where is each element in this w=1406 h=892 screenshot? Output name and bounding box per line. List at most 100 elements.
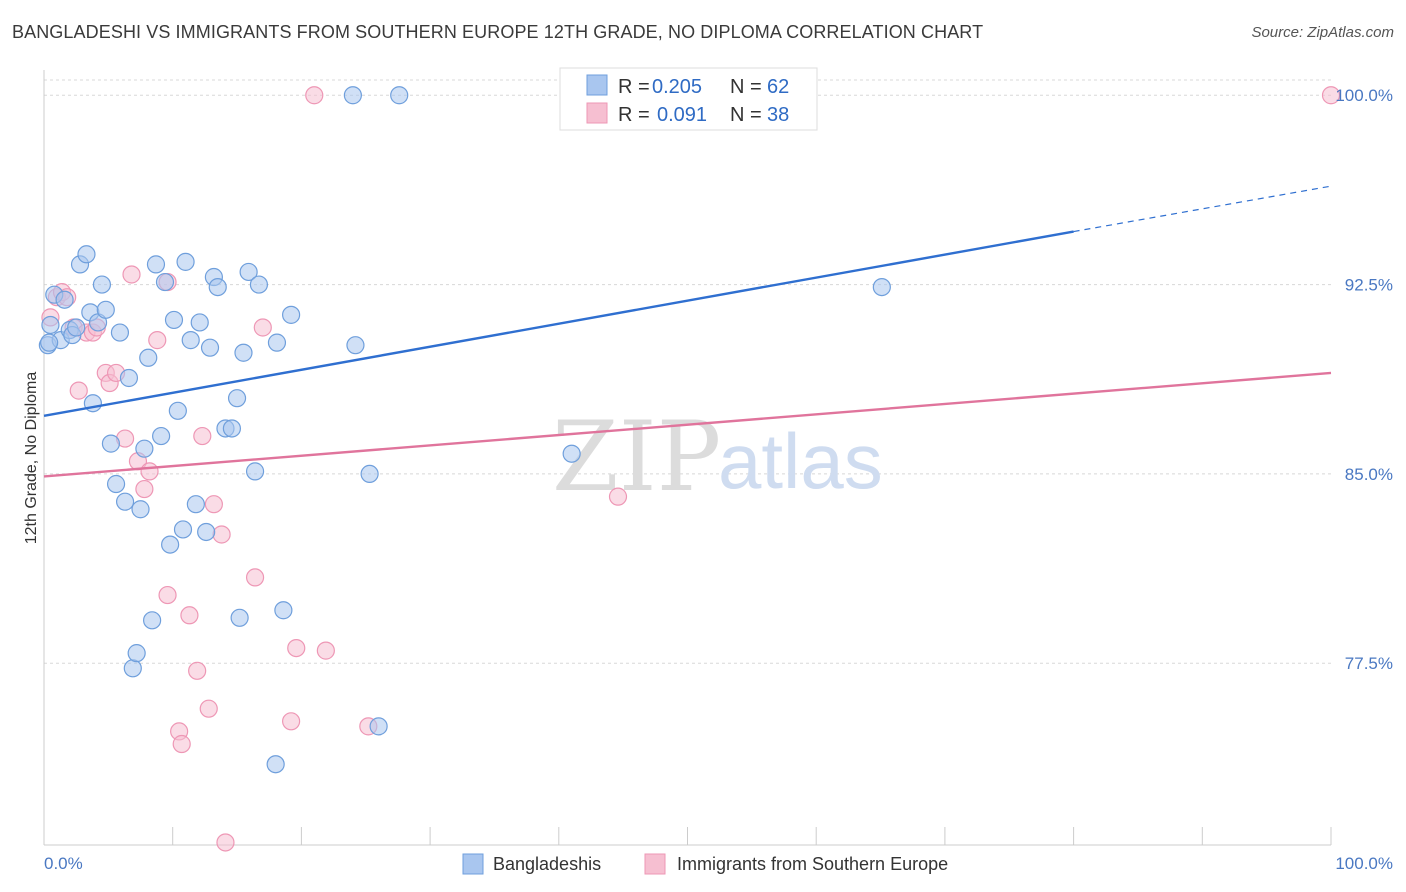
point-southern-europe [1321,86,1341,105]
point-bangladeshis [227,389,247,408]
point-bangladeshis [186,495,205,514]
point-bangladeshis [92,275,112,294]
watermark-atlas: atlas [718,417,883,505]
point-bangladeshis [562,444,581,463]
y-tick-labels: 77.5% 85.0% 92.5% 100.0% [1335,86,1393,673]
point-southern-europe [245,568,265,587]
legend-n-label-1: N = [730,76,762,98]
legend-n-value-1: 62 [767,76,789,98]
bottom-legend-label-southern-europe: Immigrants from Southern Europe [677,854,948,874]
trend-line-southern-europe [43,371,1332,478]
y-tick-label: 85.0% [1345,465,1393,484]
point-southern-europe [158,585,177,605]
point-southern-europe [216,833,235,852]
series-legend: Bangladeshis Immigrants from Southern Eu… [462,853,948,875]
point-bangladeshis [239,262,258,282]
point-bangladeshis [197,522,216,542]
trend-line-bangladeshis-extension [1073,185,1332,233]
point-southern-europe [253,318,272,337]
point-southern-europe [204,495,223,514]
point-southern-europe [69,381,88,400]
correlation-legend: R = 0.205 N = 62 R = 0.091 N = 38 [559,67,818,131]
legend-swatch-southern-europe [586,102,608,124]
point-bangladeshis [267,333,287,352]
point-bangladeshis [67,318,86,337]
trend-lines [43,185,1332,478]
point-bangladeshis [127,644,146,663]
point-bangladeshis [181,331,200,350]
point-bangladeshis [360,464,379,484]
point-bangladeshis [101,434,121,453]
point-bangladeshis [208,278,227,297]
watermark-zip: ZIP [552,401,721,513]
point-bangladeshis [390,86,409,105]
point-southern-europe [122,265,141,284]
legend-n-label-2: N = [730,104,762,126]
point-bangladeshis [110,323,130,342]
point-bangladeshis [282,305,301,324]
bottom-legend-swatch-southern-europe [644,853,666,875]
point-bangladeshis [40,333,59,352]
y-tick-label: 92.5% [1345,276,1393,295]
point-bangladeshis [164,310,184,330]
point-bangladeshis [249,275,269,294]
point-bangladeshis [230,608,249,627]
y-axis-label: 12th Grade, No Diploma [23,372,40,545]
watermark: ZIP atlas [552,401,883,513]
point-bangladeshis [343,86,362,105]
chart-title: BANGLADESHI VS IMMIGRANTS FROM SOUTHERN … [12,22,984,42]
legend-r-label-1: R = [618,76,650,98]
point-bangladeshis [161,535,180,554]
axes [43,70,1332,846]
point-southern-europe [212,525,231,544]
point-bangladeshis [155,272,175,292]
point-bangladeshis [152,426,171,446]
point-southern-europe [608,487,628,506]
point-bangladeshis [190,313,209,332]
point-southern-europe [305,86,324,105]
bottom-legend-swatch-bangladeshis [462,853,484,875]
point-bangladeshis [266,755,285,774]
point-southern-europe [172,734,191,754]
point-bangladeshis [55,290,74,309]
point-southern-europe [193,426,212,446]
trend-line-bangladeshis [43,230,1074,418]
point-bangladeshis [173,520,193,539]
x-tick-label-max: 100.0% [1335,854,1393,873]
point-southern-europe [199,699,218,718]
point-bangladeshis [872,278,891,297]
point-bangladeshis [168,401,187,420]
point-bangladeshis [222,419,242,438]
legend-r-label-2: R = [618,104,650,126]
point-bangladeshis [346,336,365,355]
point-southern-europe [316,641,335,660]
point-bangladeshis [369,717,388,736]
point-bangladeshis [139,348,158,367]
y-tick-label: 77.5% [1345,654,1393,673]
bottom-legend-label-bangladeshis: Bangladeshis [493,854,601,874]
point-southern-europe [287,638,306,658]
point-southern-europe [135,479,154,499]
y-tick-label: 100.0% [1335,86,1393,105]
source-credit: Source: ZipAtlas.com [1251,24,1394,41]
point-bangladeshis [119,368,139,388]
point-southern-europe [148,331,167,350]
point-southern-europe [282,712,301,731]
point-bangladeshis [96,300,115,319]
point-bangladeshis [245,462,265,481]
point-bangladeshis [274,601,293,620]
point-bangladeshis [77,245,96,264]
point-bangladeshis [123,659,142,678]
x-tick-label-min: 0.0% [44,854,83,873]
point-bangladeshis [143,611,162,630]
point-southern-europe [140,462,159,481]
point-bangladeshis [131,500,150,519]
point-bangladeshis [234,343,253,362]
point-southern-europe [188,661,207,680]
legend-r-value-1: 0.205 [652,76,702,98]
point-bangladeshis [176,252,195,271]
point-bangladeshis [106,474,126,494]
legend-n-value-2: 38 [767,104,789,126]
point-southern-europe [180,606,199,625]
legend-swatch-bangladeshis [586,74,608,96]
